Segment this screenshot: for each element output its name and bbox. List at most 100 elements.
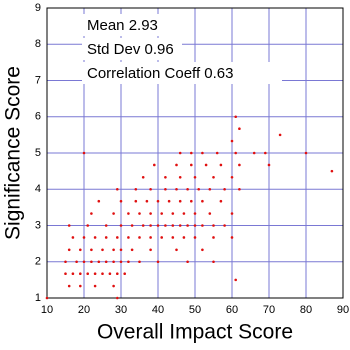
y-tick-label: 6 [35, 111, 41, 123]
data-point [186, 187, 189, 191]
data-point [79, 248, 82, 252]
data-point [175, 163, 178, 167]
data-point [212, 175, 215, 179]
data-point [230, 236, 234, 239]
x-tick-label: 70 [263, 304, 275, 316]
annotation: Correlation Coeff 0.63 [87, 65, 233, 82]
data-point [223, 187, 226, 191]
data-point [164, 175, 167, 179]
y-tick-label: 4 [35, 183, 41, 195]
data-point [212, 224, 215, 227]
data-point [97, 199, 101, 203]
data-point [134, 187, 138, 191]
data-point [178, 199, 182, 203]
data-point [234, 115, 237, 119]
data-point [164, 224, 167, 227]
data-point [193, 175, 197, 179]
data-point [186, 224, 189, 227]
data-point [156, 224, 160, 227]
data-point [134, 199, 138, 203]
data-point [178, 175, 182, 179]
data-point [215, 151, 219, 155]
data-point [93, 236, 97, 239]
data-point [119, 248, 123, 252]
data-point [304, 151, 308, 155]
data-point [112, 212, 115, 215]
data-point [119, 260, 123, 264]
data-point [67, 284, 71, 288]
data-point [330, 169, 334, 173]
data-point [119, 199, 123, 203]
data-point [201, 224, 204, 227]
data-point [90, 248, 93, 252]
data-point [149, 236, 152, 239]
data-point [104, 236, 108, 239]
data-point [64, 260, 67, 264]
data-point [116, 272, 119, 276]
data-point [141, 224, 145, 227]
data-point [238, 187, 241, 191]
data-point [97, 260, 101, 264]
data-point [160, 236, 163, 239]
data-point [156, 199, 160, 203]
data-point [278, 133, 282, 137]
data-point [90, 260, 93, 264]
y-tick-label: 3 [35, 219, 41, 231]
data-point [230, 139, 234, 143]
data-point [138, 212, 141, 215]
data-point [149, 187, 152, 191]
data-point [149, 224, 152, 227]
x-tick-label: 30 [115, 304, 127, 316]
annotation-box [82, 38, 182, 60]
data-point [64, 272, 67, 276]
data-point [167, 199, 171, 203]
data-point [82, 236, 86, 239]
x-tick-label: 80 [300, 304, 312, 316]
data-point [138, 236, 141, 239]
data-point [182, 212, 186, 215]
data-point [190, 151, 193, 155]
data-point [130, 224, 134, 227]
data-point [193, 212, 197, 215]
data-point [182, 236, 186, 239]
x-tick-label: 20 [78, 304, 90, 316]
x-tick-label: 90 [337, 304, 349, 316]
data-point [86, 272, 89, 276]
data-point [208, 187, 212, 191]
data-point [45, 296, 49, 300]
data-point [190, 199, 193, 203]
data-point [141, 175, 145, 179]
data-point [71, 272, 75, 276]
data-point [171, 236, 175, 239]
data-point [104, 260, 108, 264]
data-point [238, 127, 241, 131]
data-point [112, 284, 115, 288]
data-point [108, 272, 112, 276]
annotation: Mean 2.93 [87, 17, 158, 34]
y-tick-label: 1 [35, 292, 41, 304]
data-point [190, 163, 193, 167]
data-point [71, 236, 75, 239]
data-point [101, 248, 104, 252]
data-point [201, 151, 204, 155]
data-point [171, 212, 175, 215]
y-axis-title: Significance Score [2, 66, 25, 240]
data-point [79, 272, 82, 276]
data-point [193, 224, 197, 227]
data-point [79, 284, 82, 288]
data-point [186, 260, 189, 264]
data-point [93, 284, 97, 288]
data-point [234, 278, 237, 282]
data-point [267, 163, 271, 167]
data-point [116, 236, 119, 239]
data-point [219, 163, 223, 167]
y-tick-label: 7 [35, 74, 41, 86]
data-point [178, 224, 182, 227]
data-point [101, 272, 104, 276]
annotation-box [82, 62, 282, 84]
data-point [234, 151, 237, 155]
data-point [127, 236, 130, 239]
data-point [204, 163, 208, 167]
plot-frame [46, 7, 344, 299]
